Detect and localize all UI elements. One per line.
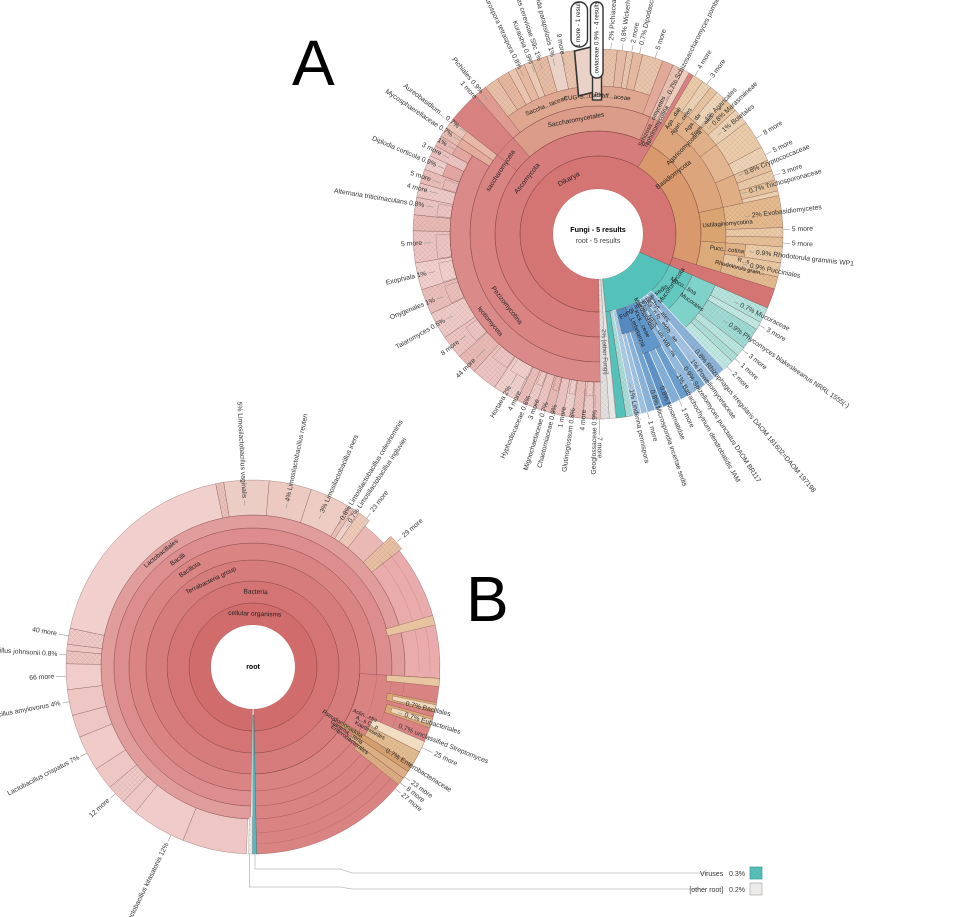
svg-text:1 more: 1 more <box>557 406 568 428</box>
svg-text:root: root <box>246 664 260 671</box>
svg-text:A: A <box>292 27 335 99</box>
svg-text:root - 5 results: root - 5 results <box>576 238 621 245</box>
svg-text:Fungi - 5 results: Fungi - 5 results <box>570 225 626 234</box>
svg-text:...owiaceae 0.9% - 4 results: ...owiaceae 0.9% - 4 results <box>594 1 601 78</box>
svg-text:B: B <box>466 563 509 635</box>
svg-text:Geoglossaceae 0.9%: Geoglossaceae 0.9% <box>591 410 599 475</box>
svg-text:Phaff...aceae: Phaff...aceae <box>594 92 631 103</box>
svg-text:66 more: 66 more <box>29 673 54 681</box>
svg-text:9 more: 9 more <box>555 33 566 55</box>
svg-text:R...s: R...s <box>737 257 750 265</box>
svg-text:Bacteria: Bacteria <box>243 588 268 596</box>
svg-text:2% Pichiaceae: 2% Pichiaceae <box>608 0 618 41</box>
svg-text:1%: 1% <box>436 137 448 148</box>
svg-text:cellular organisms: cellular organisms <box>228 610 282 619</box>
svg-text:4 more: 4 more <box>579 409 588 431</box>
svg-text:Pucc...cotina: Pucc...cotina <box>710 245 745 255</box>
svg-text:5 more: 5 more <box>401 240 423 248</box>
svg-text:5 more: 5 more <box>792 240 814 248</box>
svg-text:2% [other Fungi]: 2% [other Fungi] <box>600 329 610 375</box>
svg-text:CUG-S...clade: CUG-S...clade <box>563 91 604 102</box>
svg-text:[other root] 0.2%: [other root] 0.2% <box>689 887 745 894</box>
svg-text:7 more: 7 more <box>596 437 603 458</box>
svg-text:Ustilaginomycotina: Ustilaginomycotina <box>702 219 753 229</box>
svg-text:Viruses 0.3%: Viruses 0.3% <box>700 871 745 878</box>
svg-text:2 more: 2 more <box>630 22 641 44</box>
svg-text:40 more: 40 more <box>32 626 58 637</box>
svg-text:1 more - 1 result: 1 more - 1 result <box>575 1 582 47</box>
svg-text:5 more: 5 more <box>792 226 814 234</box>
